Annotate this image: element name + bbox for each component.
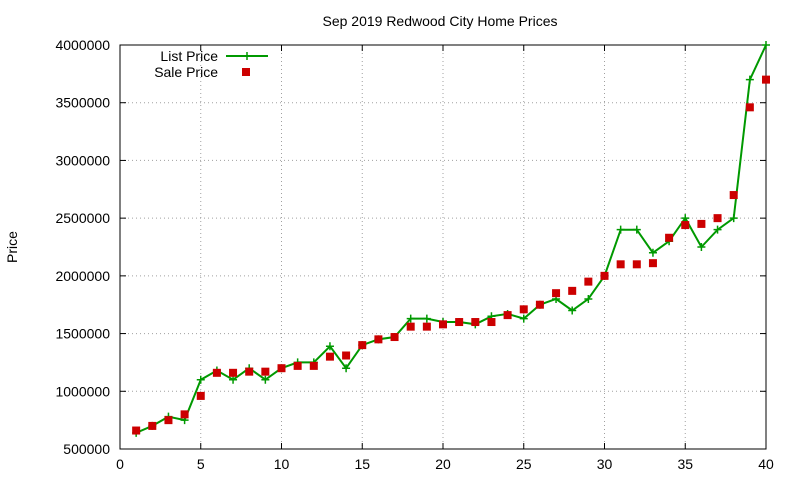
sale-price-point <box>390 333 399 342</box>
legend-swatch-sale-price <box>242 68 250 76</box>
sale-price-point <box>535 300 544 309</box>
x-tick-label: 30 <box>597 456 613 472</box>
sale-price-point <box>180 410 189 419</box>
sale-price-point <box>600 271 609 280</box>
sale-price-point <box>293 361 302 370</box>
list-price-point <box>519 314 528 323</box>
sale-price-point <box>665 233 674 242</box>
sale-price-point <box>519 305 528 314</box>
chart-title: Sep 2019 Redwood City Home Prices <box>322 13 557 29</box>
y-tick-label: 1000000 <box>55 383 110 399</box>
list-price-point <box>762 41 770 49</box>
x-tick-label: 10 <box>274 456 290 472</box>
list-price-point <box>616 225 625 234</box>
legend-label-list-price: List Price <box>160 48 218 64</box>
sale-price-point <box>148 421 157 430</box>
list-price-point <box>229 375 238 384</box>
sale-price-point <box>164 416 173 425</box>
sale-price-point <box>729 191 738 200</box>
list-price-point <box>697 243 706 251</box>
sale-price-point <box>309 361 318 370</box>
list-price-point <box>681 214 690 223</box>
sale-price-point <box>196 391 205 400</box>
sale-price-point <box>503 311 512 320</box>
y-tick-label: 2000000 <box>55 268 110 284</box>
sale-price-point <box>439 320 447 329</box>
sale-price-point <box>342 351 351 360</box>
y-tick-label: 2500000 <box>55 210 110 226</box>
legend-marker-sale-price <box>242 68 250 76</box>
list-price-line <box>135 44 767 434</box>
sale-price-point <box>422 322 431 331</box>
grid <box>120 45 766 449</box>
series-list-price <box>132 41 770 437</box>
y-axis-label: Price <box>4 231 20 263</box>
sale-price-point <box>325 352 334 361</box>
x-tick-label: 35 <box>677 456 693 472</box>
list-price-point <box>422 314 431 323</box>
list-price-point <box>584 294 593 303</box>
list-price-point <box>713 225 722 234</box>
axis-ticks: 0 5 10 15 20 25 30 35 40 500000 1000000 1500000 2000… <box>55 37 774 472</box>
legend: List Price Sale Price <box>154 48 268 80</box>
sale-price-point <box>632 260 641 269</box>
sale-price-point <box>358 341 367 350</box>
sale-price-point <box>487 318 496 327</box>
sale-price-point <box>245 367 254 376</box>
legend-swatch-list-price <box>226 52 268 60</box>
series-sale-price <box>132 75 770 435</box>
list-price-point <box>261 375 270 384</box>
list-price-point <box>325 342 334 351</box>
list-price-point <box>729 214 738 223</box>
sale-price-point <box>697 219 706 228</box>
list-price-point <box>568 306 577 315</box>
list-price-point <box>342 364 351 373</box>
list-price-point <box>406 314 415 323</box>
sale-price-point <box>212 368 221 377</box>
x-tick-label: 0 <box>116 456 124 472</box>
sale-price-point <box>713 214 722 223</box>
sale-price-point <box>681 221 690 230</box>
sale-price-point <box>762 75 770 84</box>
list-price-point <box>745 75 754 84</box>
sale-price-point <box>568 286 577 295</box>
legend-label-sale-price: Sale Price <box>154 64 218 80</box>
x-tick-label: 20 <box>435 456 451 472</box>
legend-marker-list-price <box>243 52 251 60</box>
sale-price-point <box>455 318 464 327</box>
list-price-point <box>648 248 657 257</box>
y-tick-label: 500000 <box>63 441 110 457</box>
y-tick-label: 3500000 <box>55 95 110 111</box>
sale-price-point <box>277 364 286 373</box>
list-price-point <box>196 375 205 384</box>
sale-price-point <box>406 322 415 331</box>
sale-price-point <box>616 260 625 269</box>
list-price-point <box>632 225 641 234</box>
x-tick-label: 25 <box>516 456 532 472</box>
y-tick-label: 1500000 <box>55 326 110 342</box>
sale-price-point <box>584 277 593 286</box>
sale-price-point <box>648 259 657 268</box>
x-tick-label: 5 <box>197 456 205 472</box>
sale-price-point <box>374 335 383 344</box>
x-tick-label: 15 <box>354 456 370 472</box>
y-tick-label: 4000000 <box>55 37 110 53</box>
sale-price-point <box>745 103 754 112</box>
sale-price-point <box>229 368 238 377</box>
series <box>132 41 770 437</box>
sale-price-point <box>261 367 270 376</box>
sale-price-point <box>471 318 480 327</box>
sale-price-point <box>132 426 141 435</box>
y-tick-label: 3000000 <box>55 152 110 168</box>
x-tick-label: 40 <box>758 456 774 472</box>
sale-price-point <box>552 289 561 298</box>
